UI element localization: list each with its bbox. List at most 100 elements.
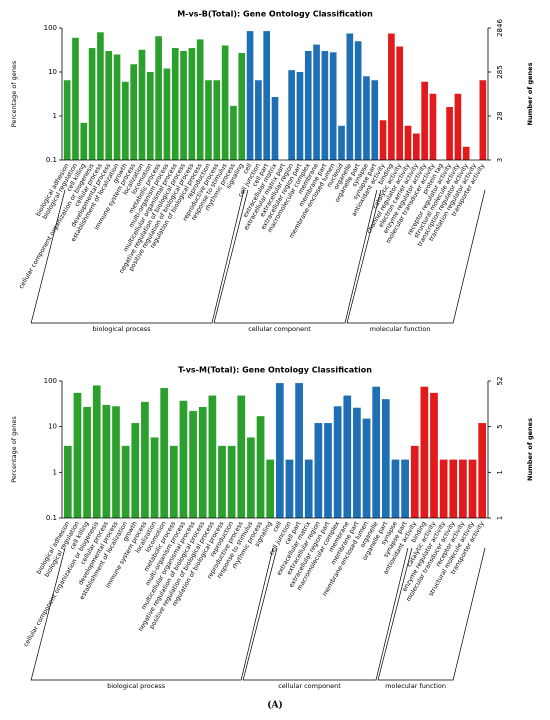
group-bracket [377,547,486,681]
bar [304,459,313,518]
bar [138,49,146,160]
chart-title: T-vs-M(Total): Gene Ontology Classificat… [178,366,372,375]
bar [92,385,101,518]
bar [295,383,303,518]
bar [169,445,178,518]
group-label: biological process [93,325,152,333]
bar [150,437,159,518]
bar [80,122,88,160]
bar [105,51,113,160]
bar [410,445,419,518]
group-bracket [30,547,274,681]
bar [313,44,320,161]
bar [462,146,470,160]
y2-tick-label: 2846 [496,19,504,37]
bar [439,459,448,518]
bar [362,418,371,518]
bar [205,80,212,160]
bar [83,406,91,518]
bar [391,459,400,518]
bar [146,72,154,160]
bar [478,423,487,518]
bar [237,395,246,518]
bar [429,93,437,160]
y2-tick-label: 28 [496,112,504,121]
y-tick-label: 100 [44,377,57,385]
bar [275,383,284,518]
bar [63,445,72,518]
y-axis-label: Percentage of genes [10,416,18,483]
bar [102,404,111,518]
bar [324,423,332,518]
bar [296,72,304,160]
y2-tick-label: 285 [496,65,504,78]
y-tick-label: 1 [53,468,57,476]
bar [73,392,82,518]
bar [381,399,390,518]
bar [208,395,217,518]
y2-tick-label: 3 [496,158,504,162]
group-label: molecular function [385,682,446,690]
bar [160,388,169,518]
bar [314,423,323,518]
y2-tick-label: 1 [496,516,504,520]
bar [266,459,275,518]
y2-tick-label: 52 [496,377,504,386]
bar [430,392,438,518]
bar [112,406,120,518]
caption: (A) [267,700,283,711]
bar [121,445,130,518]
bar [113,54,121,160]
bar [271,97,279,160]
bar [396,46,404,161]
x-tick-label: cell [272,520,284,533]
bar [379,120,387,160]
y2-axis-label: Number of genes [526,62,534,125]
bar [338,125,345,160]
bar [196,39,204,160]
chart-title: M-vs-B(Total): Gene Ontology Classificat… [177,10,373,19]
bar [421,81,428,160]
bar [446,107,453,160]
group-label: cellular component [278,682,341,690]
bar [401,459,409,518]
group-label: biological process [107,682,166,690]
group-bracket [30,189,245,324]
bar [163,68,171,160]
bar [288,70,295,160]
bar [353,407,361,518]
bar [218,445,226,518]
bar [459,459,467,518]
bar [449,459,458,518]
bar [256,416,265,518]
group-bracket [213,189,378,324]
bar [189,411,197,518]
bar [304,51,312,160]
bar [180,51,187,160]
bar [63,80,71,160]
bar [420,386,429,518]
bar [333,406,342,518]
y-tick-label: 10 [48,68,57,76]
bar [413,133,420,160]
bar [404,125,412,160]
bar [255,80,262,160]
bar [221,45,229,160]
group-label: cellular component [248,325,311,333]
y-tick-label: 10 [48,423,57,431]
bar [285,459,294,518]
bar [329,52,337,161]
bar [72,37,79,160]
y-axis-label: Percentage of genes [10,60,18,127]
y-tick-label: 0.1 [46,514,57,522]
y2-tick-label: 1 [496,470,504,474]
bar [246,31,254,161]
bar [388,33,395,161]
y2-axis-label: Number of genes [526,418,534,481]
bar [188,48,196,160]
bar [122,81,129,160]
bar [238,53,246,161]
bar [479,80,487,160]
bar [155,36,162,160]
